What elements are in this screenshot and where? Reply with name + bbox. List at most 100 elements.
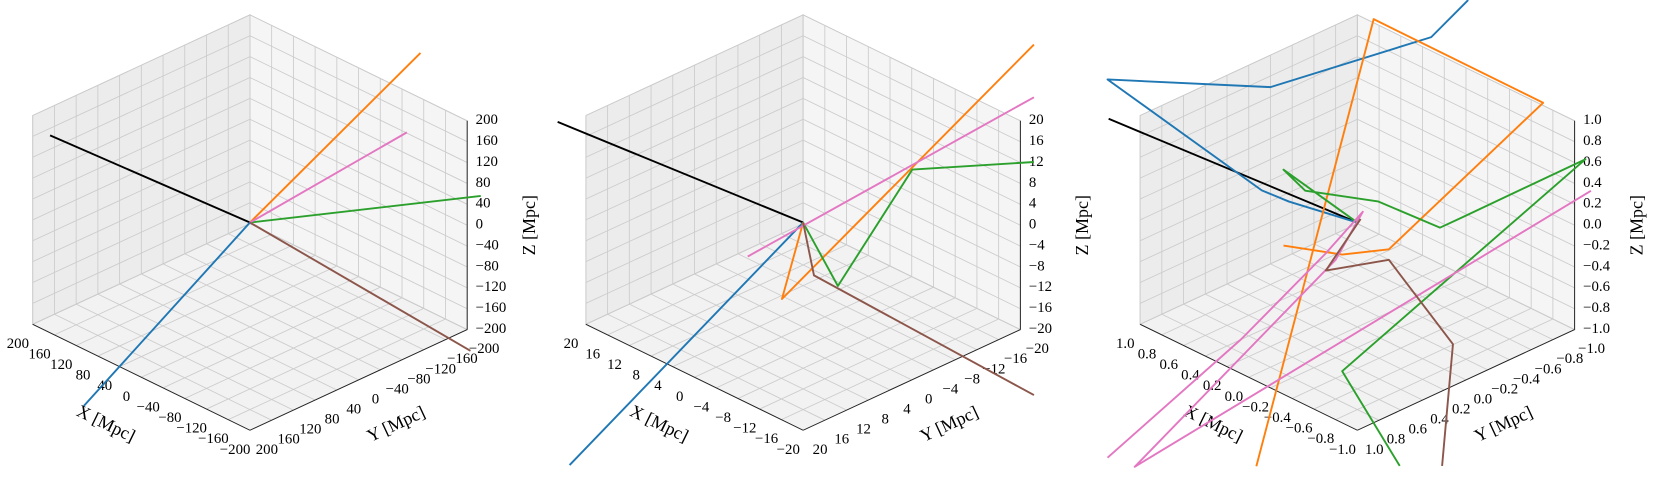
grid-line (1205, 293, 1423, 401)
series-line (1106, 0, 1469, 224)
x-tick-label: −160 (198, 431, 229, 447)
axis-line (1139, 323, 1358, 431)
z-tick-label: −20 (1029, 321, 1052, 337)
grid-line (1161, 313, 1380, 421)
grid-line (802, 56, 1021, 163)
y-tick-label: 12 (856, 422, 871, 438)
series-line (802, 222, 1035, 396)
grid-line (802, 97, 1021, 205)
z-tick-label: −16 (1029, 300, 1052, 316)
grid-line (1139, 139, 1358, 242)
y-tick-label: −120 (425, 361, 456, 377)
grid-line (1357, 223, 1575, 330)
z-tick-label: 16 (1029, 133, 1044, 149)
y-tick-label: 160 (278, 432, 300, 448)
y-tick-label: −4 (943, 381, 959, 397)
y-tick-label: −40 (386, 381, 409, 397)
grid-line (1357, 181, 1575, 289)
z-axis-label: Z [Mpc] (1626, 195, 1646, 255)
x-tick-label: −16 (755, 431, 778, 447)
x-tick-label: −1.0 (1329, 442, 1356, 458)
grid-line (32, 223, 251, 325)
y-tick-label: 0.6 (1408, 422, 1427, 438)
x-tick-label: 0.6 (1159, 357, 1178, 373)
grid-line (1226, 283, 1445, 391)
grid-line (737, 253, 956, 361)
grid-line (32, 160, 251, 263)
grid-line (249, 139, 468, 247)
grid-line (585, 139, 804, 242)
x-tick-label: −12 (733, 421, 756, 437)
x-tick-label: 20 (564, 336, 579, 352)
grid-line (1139, 118, 1358, 221)
grid-line (607, 313, 826, 421)
series-line (802, 161, 1035, 287)
panel: −1.0−0.8−0.6−0.4−0.20.00.20.40.60.81.0 −1… (1106, 0, 1646, 468)
x-tick-label: 0 (123, 389, 130, 405)
grid-line (1357, 160, 1575, 268)
y-tick-label: −0.2 (1491, 381, 1518, 397)
z-tick-label: 0.8 (1583, 133, 1602, 149)
z-tick-label: 0 (476, 217, 483, 233)
grid-line (1139, 181, 1358, 283)
y-tick-label: −0.4 (1513, 371, 1540, 387)
y-tick-label: 1.0 (1365, 442, 1384, 458)
grid-line (716, 263, 934, 371)
series-line (249, 131, 408, 224)
grid-line (1357, 139, 1575, 247)
y-tick-label: 80 (325, 412, 340, 428)
grid-line (249, 35, 468, 143)
grid-line (119, 283, 338, 391)
series-line (1106, 189, 1592, 468)
z-tick-label: 0.6 (1583, 154, 1602, 170)
grid-line (32, 77, 251, 179)
z-tick-label: −4 (1029, 237, 1045, 253)
x-tick-label: 16 (585, 346, 600, 362)
z-tick-label: 0.4 (1583, 175, 1602, 191)
grid-line (1139, 223, 1358, 325)
x-tick-label: 12 (607, 357, 622, 373)
grid-line (585, 223, 804, 325)
series-line (83, 221, 251, 407)
z-tick-label: −0.6 (1583, 279, 1610, 295)
y-tick-label: −200 (469, 341, 500, 357)
z-tick-label: 200 (476, 112, 498, 128)
x-tick-label: 200 (7, 336, 29, 352)
z-tick-label: −200 (476, 321, 507, 337)
z-axis-label: Z [Mpc] (519, 195, 539, 255)
x-tick-label: −0.2 (1242, 399, 1269, 415)
x-tick-label: 8 (633, 368, 640, 384)
series-line (249, 194, 481, 224)
grid-line (249, 77, 468, 184)
y-tick-label: −16 (1004, 351, 1027, 367)
x-tick-label: −20 (777, 442, 800, 458)
x-tick-label: −40 (137, 399, 160, 415)
z-tick-label: 8 (1029, 175, 1036, 191)
y-tick-label: −80 (407, 371, 430, 387)
z-axis-label: Z [Mpc] (1072, 195, 1092, 255)
y-tick-label: 0.2 (1452, 402, 1471, 418)
y-tick-label: −1.0 (1578, 341, 1605, 357)
axis-line (585, 323, 804, 431)
grid-line (1357, 202, 1575, 310)
grid-line (650, 293, 869, 401)
axis-line (32, 323, 251, 431)
grid-line (1139, 14, 1358, 116)
grid-line (54, 313, 272, 421)
grid-line (32, 118, 251, 221)
x-tick-label: −80 (158, 410, 181, 426)
y-tick-label: 8 (882, 412, 889, 428)
z-tick-label: 80 (476, 175, 491, 191)
z-tick-label: −0.4 (1583, 258, 1610, 274)
series-line (557, 121, 804, 224)
grid-line (249, 223, 468, 330)
series-line (780, 43, 1035, 300)
y-tick-label: 0 (372, 391, 379, 407)
y-tick-label: 0 (925, 391, 932, 407)
z-tick-label: −0.2 (1583, 237, 1610, 253)
x-tick-label: 0.0 (1225, 389, 1244, 405)
z-tick-label: −0.8 (1583, 300, 1610, 316)
grid-line (249, 202, 468, 310)
